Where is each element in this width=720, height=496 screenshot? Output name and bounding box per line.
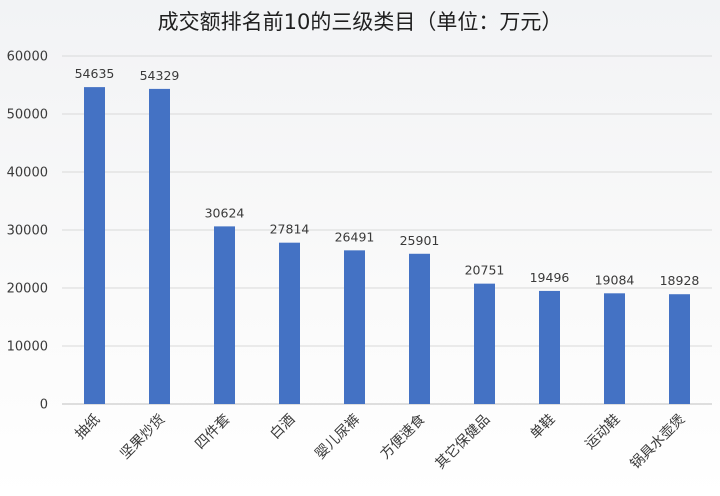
category-label: 单鞋 (527, 412, 558, 443)
category-labels: 抽纸 坚果炒货 四件套 白酒 婴儿尿裤 方便速食 其它保健品 单鞋 运动鞋 锅具水壶煲 (72, 411, 688, 473)
data-label: 26491 (335, 229, 375, 244)
bar (344, 250, 365, 404)
y-tick-label: 60000 (7, 50, 48, 65)
y-tick-label: 0 (40, 398, 48, 413)
category-label: 方便速食 (377, 411, 429, 463)
data-label: 19496 (530, 270, 570, 285)
data-label: 19084 (595, 272, 635, 287)
data-label: 27814 (270, 222, 310, 237)
y-tick-label: 20000 (7, 282, 48, 297)
bar (669, 294, 690, 404)
category-label: 白酒 (267, 412, 298, 443)
bar (539, 290, 560, 404)
category-label: 抽纸 (72, 412, 103, 443)
category-label: 锅具水壶煲 (627, 411, 689, 473)
data-label: 25901 (400, 233, 440, 248)
data-label: 54635 (75, 66, 115, 81)
gridlines (62, 55, 712, 347)
bar (84, 87, 105, 404)
bar (604, 293, 625, 404)
y-tick-label: 10000 (7, 340, 48, 355)
data-label: 54329 (140, 68, 180, 83)
bar (409, 253, 430, 404)
category-label: 四件套 (192, 412, 233, 453)
data-label: 30624 (205, 205, 245, 220)
data-label: 20751 (465, 263, 505, 278)
y-tick-label: 50000 (7, 108, 48, 123)
y-tick-label: 30000 (7, 224, 48, 239)
category-label: 运动鞋 (582, 412, 623, 453)
bars (84, 87, 690, 405)
bar (474, 283, 495, 404)
category-label: 其它保健品 (432, 411, 494, 473)
data-label: 18928 (660, 273, 700, 288)
bar (214, 226, 235, 404)
chart-title: 成交额排名前10的三级类目（单位：万元） (157, 10, 563, 34)
y-tick-label: 40000 (7, 166, 48, 181)
bar (279, 242, 300, 404)
y-axis-ticks: 0 10000 20000 30000 40000 50000 60000 (7, 50, 48, 413)
data-labels: 54635 54329 30624 27814 26491 25901 20751 19496… (75, 66, 700, 288)
category-label: 坚果炒货 (117, 411, 169, 463)
bar (149, 88, 170, 405)
category-label: 婴儿尿裤 (312, 412, 363, 463)
